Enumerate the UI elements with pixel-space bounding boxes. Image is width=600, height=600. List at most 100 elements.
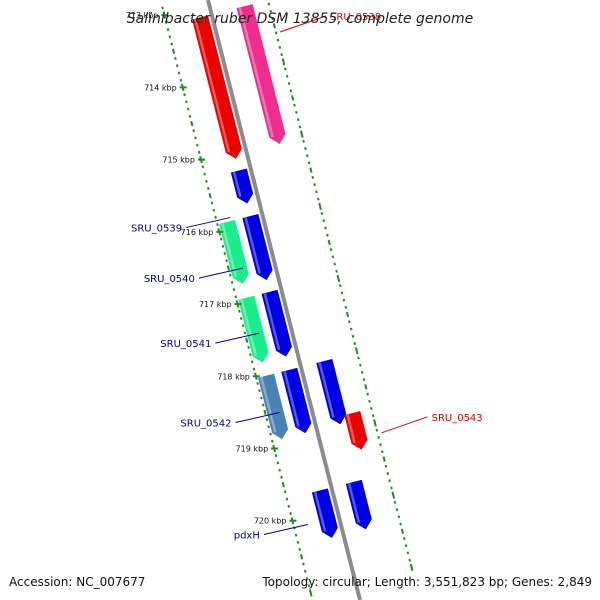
gene-label-leader	[185, 217, 231, 229]
kbp-minor-tick	[404, 544, 408, 548]
gene-label[interactable]: SRU_0539	[131, 224, 182, 235]
gene-arrow[interactable]	[219, 219, 249, 284]
kbp-label: 717 kbp	[199, 300, 232, 309]
kbp-minor-tick	[241, 324, 245, 328]
kbp-minor-tick	[364, 384, 368, 390]
kbp-minor-tick	[186, 107, 190, 111]
gene-arrow-highlight	[221, 223, 238, 278]
gene-feature[interactable]	[345, 479, 372, 530]
gene-arrow[interactable]	[281, 367, 312, 434]
kbp-minor-tick	[291, 95, 295, 101]
kbp-minor-tick	[359, 363, 362, 367]
kbp-minor-tick	[390, 486, 393, 490]
kbp-minor-tick	[408, 558, 412, 562]
kbp-minor-tick	[326, 233, 329, 237]
kbp-minor-tick	[267, 425, 270, 429]
kbp-minor-tick	[349, 327, 353, 331]
kbp-minor-tick	[315, 190, 318, 194]
gene-arrow[interactable]	[344, 411, 368, 450]
gene-feature[interactable]	[238, 295, 269, 363]
kbp-minor-tick	[179, 78, 183, 82]
gene-arrow[interactable]	[311, 488, 338, 538]
gene-feature[interactable]	[230, 168, 254, 204]
kbp-minor-tick	[263, 409, 267, 416]
gene-arrow[interactable]	[242, 213, 273, 281]
kbp-minor-tick	[260, 396, 263, 400]
kbp-minor-tick	[298, 548, 302, 552]
kbp-minor-tick	[302, 562, 305, 566]
gene-arrow[interactable]	[192, 15, 242, 159]
kbp-label: 716 kbp	[181, 228, 214, 237]
kbp-minor-tick	[351, 334, 355, 338]
kbp-minor-tick	[333, 262, 337, 266]
gene-feature[interactable]	[258, 373, 289, 440]
kbp-minor-tick	[285, 74, 289, 78]
kbp-minor-tick	[258, 389, 261, 393]
gene-arrow-highlight	[260, 376, 277, 433]
gene-feature[interactable]	[281, 367, 312, 434]
kbp-minor-tick	[271, 17, 274, 20]
kbp-major-tick	[299, 130, 304, 138]
kbp-minor-tick	[309, 167, 313, 173]
kbp-minor-tick	[370, 407, 373, 410]
map-title: Salinibacter ruber DSM 13855, complete g…	[127, 11, 473, 27]
gene-arrow-highlight	[283, 371, 300, 427]
kbp-minor-tick	[381, 450, 384, 454]
kbp-minor-tick	[272, 23, 276, 29]
gene-arrow[interactable]	[258, 373, 289, 440]
kbp-minor-tick	[221, 244, 225, 248]
kbp-minor-tick	[296, 540, 300, 544]
kbp-minor-tick	[362, 378, 366, 382]
kbp-minor-tick	[324, 226, 327, 230]
kbp-label: 718 kbp	[217, 372, 250, 381]
gene-feature-layer	[192, 4, 372, 538]
kbp-minor-tick	[201, 165, 205, 169]
kbp-minor-tick	[388, 479, 391, 483]
kbp-minor-tick	[399, 522, 402, 526]
gene-feature[interactable]	[344, 411, 368, 450]
kbp-minor-tick	[203, 172, 206, 176]
kbp-minor-tick	[368, 399, 371, 403]
gene-feature[interactable]	[311, 488, 338, 538]
gene-arrow[interactable]	[345, 479, 372, 530]
gene-arrow[interactable]	[236, 4, 286, 144]
gene-label[interactable]: SRU_0543	[432, 413, 483, 424]
gene-arrow[interactable]	[238, 295, 269, 363]
gene-feature[interactable]	[242, 213, 273, 281]
kbp-minor-tick	[168, 35, 172, 39]
kbp-minor-tick	[194, 136, 197, 140]
gene-label[interactable]: SRU_0542	[180, 419, 231, 430]
gene-label[interactable]: pdxH	[234, 530, 260, 541]
gene-arrow-highlight	[346, 414, 356, 444]
gene-label[interactable]: SRU_0538	[330, 12, 381, 23]
kbp-minor-tick	[269, 432, 272, 436]
kbp-minor-tick	[284, 67, 287, 71]
gene-feature[interactable]	[236, 4, 286, 144]
gene-feature[interactable]	[219, 219, 249, 284]
kbp-minor-tick	[276, 38, 280, 42]
gene-feature[interactable]	[192, 15, 242, 159]
gene-label-leader	[235, 412, 280, 424]
gene-arrow-highlight	[318, 362, 335, 418]
gene-arrow[interactable]	[316, 358, 347, 425]
gene-feature[interactable]	[316, 358, 347, 425]
gene-label-leader	[198, 267, 244, 279]
gene-feature[interactable]	[261, 289, 292, 357]
kbp-minor-tick	[331, 255, 335, 259]
kbp-minor-tick	[348, 320, 351, 324]
kbp-minor-tick	[278, 45, 282, 49]
kbp-minor-tick	[267, 2, 271, 6]
gene-label[interactable]: SRU_0541	[160, 339, 211, 350]
kbp-minor-tick	[281, 481, 285, 488]
kbp-minor-tick	[311, 175, 315, 179]
kbp-minor-tick	[245, 337, 249, 343]
kbp-minor-tick	[278, 468, 281, 472]
gene-arrow[interactable]	[261, 289, 292, 357]
kbp-minor-tick	[271, 439, 274, 443]
gene-label[interactable]: SRU_0540	[144, 274, 195, 285]
gene-arrow-highlight	[232, 171, 242, 198]
kbp-minor-tick	[208, 193, 212, 199]
kbp-minor-tick	[375, 428, 379, 432]
gene-arrow[interactable]	[230, 168, 254, 204]
kbp-minor-tick	[230, 280, 234, 284]
